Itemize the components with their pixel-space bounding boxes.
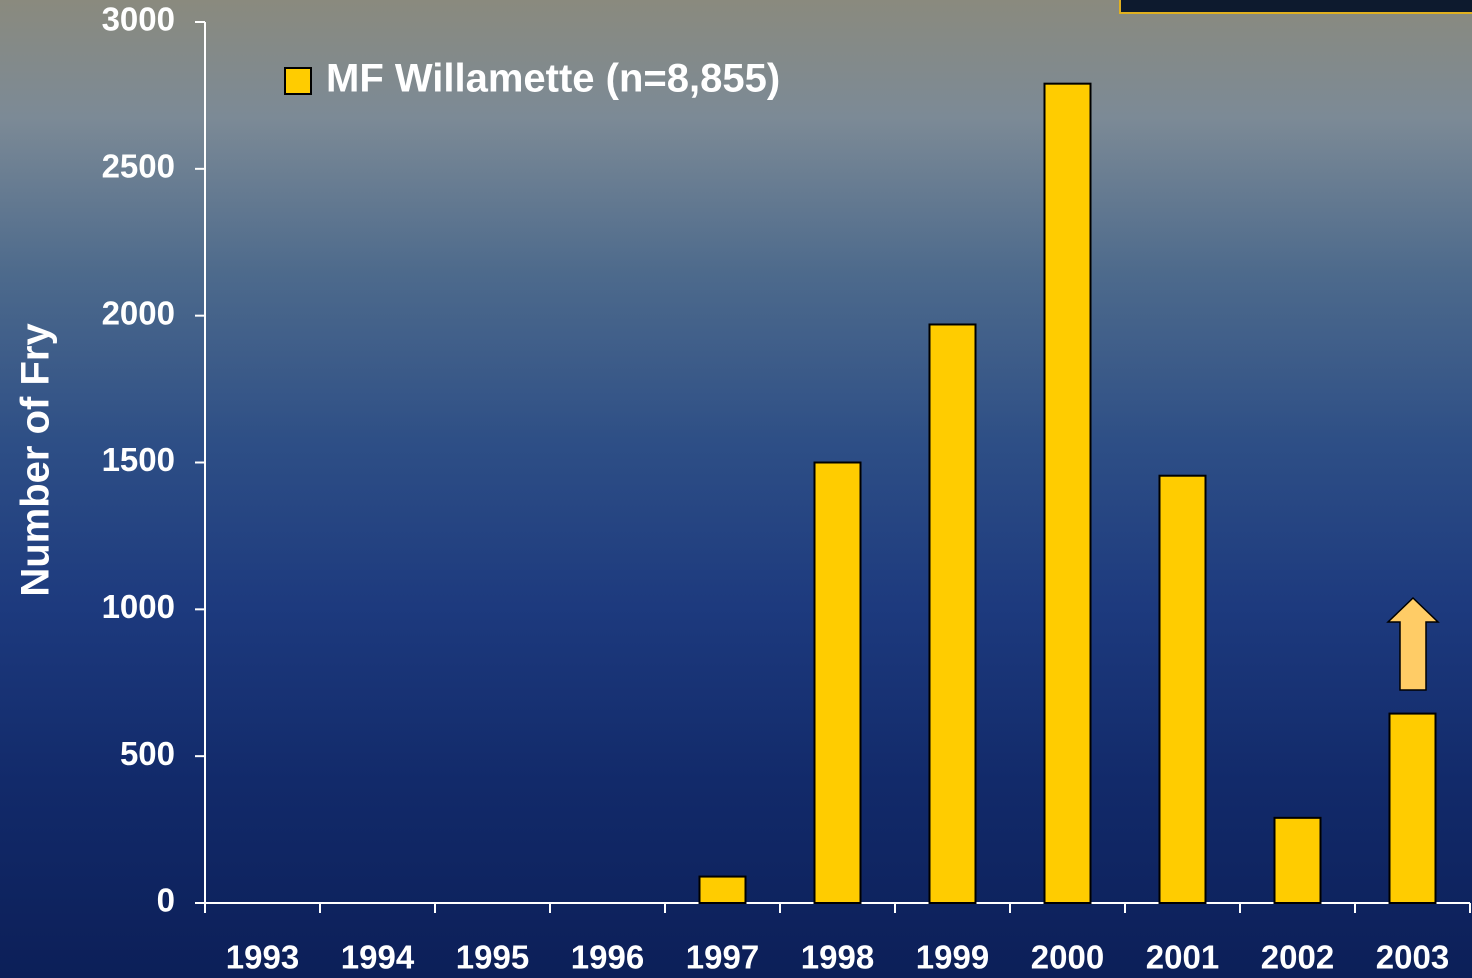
page: Number of Fry MF Willamette (n=8,855) 0 5… — [0, 0, 1472, 978]
bar — [930, 324, 976, 903]
y-tick-label: 3000 — [102, 1, 175, 38]
x-tick-label: 2002 — [1261, 939, 1334, 976]
x-tick-label: 1997 — [686, 939, 759, 976]
legend-swatch — [285, 68, 311, 94]
chart: Number of Fry MF Willamette (n=8,855) 0 5… — [0, 0, 1472, 978]
inset-photo — [1120, 0, 1472, 13]
y-tick-label: 500 — [120, 735, 175, 772]
bar — [700, 877, 746, 903]
y-tick-label: 2500 — [102, 148, 175, 185]
bar — [815, 463, 861, 904]
x-tick-label: 2001 — [1146, 939, 1219, 976]
x-tick-label: 1993 — [226, 939, 299, 976]
y-tick-label: 2000 — [102, 294, 175, 331]
bar — [1390, 714, 1436, 903]
x-tick-label: 2003 — [1376, 939, 1449, 976]
x-tick-label: 1996 — [571, 939, 644, 976]
bar — [1045, 84, 1091, 903]
y-axis-label: Number of Fry — [14, 323, 58, 597]
y-tick-label: 1000 — [102, 588, 175, 625]
x-tick-label: 1998 — [801, 939, 874, 976]
x-tick-label: 1999 — [916, 939, 989, 976]
x-tick-label: 2000 — [1031, 939, 1104, 976]
x-tick-label: 1994 — [341, 939, 415, 976]
increase-arrow — [1388, 598, 1438, 690]
x-tick-label: 1995 — [456, 939, 529, 976]
bar — [1160, 476, 1206, 903]
y-tick-label: 0 — [157, 882, 175, 919]
y-tick-label: 1500 — [102, 441, 175, 478]
bar — [1275, 818, 1321, 903]
legend-label: MF Willamette (n=8,855) — [326, 57, 780, 101]
